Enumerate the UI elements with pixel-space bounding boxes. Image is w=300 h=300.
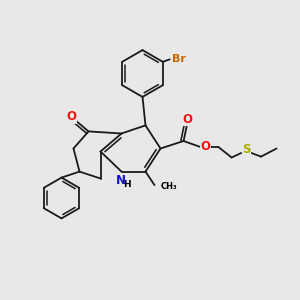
Text: O: O — [66, 110, 76, 124]
Text: O: O — [183, 112, 193, 126]
Text: H: H — [123, 180, 131, 189]
Text: CH₃: CH₃ — [161, 182, 178, 191]
Text: S: S — [242, 143, 251, 156]
Text: Br: Br — [172, 54, 186, 64]
Text: O: O — [201, 140, 211, 154]
Text: N: N — [116, 174, 126, 187]
